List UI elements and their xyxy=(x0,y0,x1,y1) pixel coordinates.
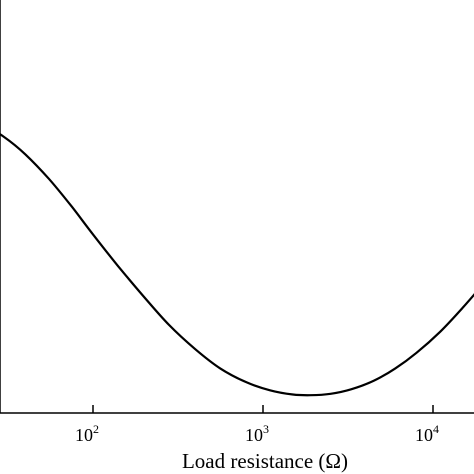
x-tick-label-exponent: 2 xyxy=(93,422,99,436)
x-tick-label: 103 xyxy=(245,422,269,445)
x-axis-label: Load resistance (Ω) xyxy=(182,449,348,473)
x-ticks: 102 103 104 xyxy=(75,405,439,445)
series-line xyxy=(0,132,474,397)
x-tick-label-base: 10 xyxy=(415,425,433,445)
x-tick-label-exponent: 3 xyxy=(263,422,269,436)
x-tick-label-exponent: 4 xyxy=(433,422,439,436)
x-tick-label-base: 10 xyxy=(245,425,263,445)
x-tick-label: 102 xyxy=(75,422,99,445)
x-tick-label-base: 10 xyxy=(75,425,93,445)
x-tick-label: 104 xyxy=(415,422,439,445)
